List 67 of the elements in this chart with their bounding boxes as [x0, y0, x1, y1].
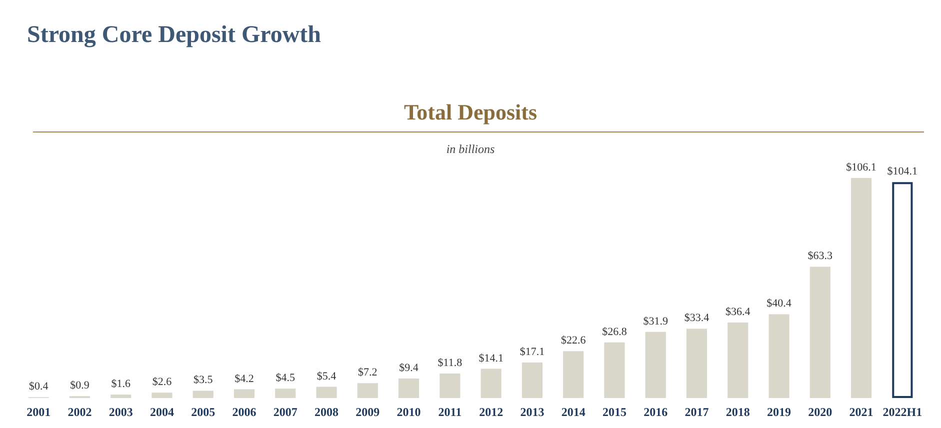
data-label: $5.4	[316, 370, 337, 382]
data-label: $7.2	[358, 366, 378, 379]
x-tick-label: 2003	[108, 405, 133, 419]
text: Strong Core Deposit Growth	[27, 22, 321, 48]
x-tick-label: 2012	[479, 405, 504, 419]
x-tick-label: 2009	[356, 405, 380, 419]
data-label: $33.4	[684, 312, 710, 324]
data-label: $22.6	[560, 334, 586, 347]
x-tick-label: 2016	[644, 405, 668, 419]
x-tick-label: 2010	[396, 405, 421, 419]
bar	[275, 388, 296, 398]
bar	[316, 386, 337, 398]
bar	[728, 322, 748, 398]
bar	[522, 362, 542, 398]
data-label: $14.1	[478, 352, 504, 364]
data-label: $4.5	[276, 372, 296, 384]
data-label: $9.4	[399, 362, 419, 374]
data-label: $40.4	[766, 298, 792, 310]
data-label: $17.1	[520, 346, 545, 358]
x-tick-label: 2002	[68, 405, 92, 419]
x-tick-label: 2013	[520, 405, 544, 419]
bar	[686, 328, 708, 398]
x-tick-label: 2018	[726, 405, 750, 419]
x-tick-label: 2004	[150, 405, 174, 419]
bar	[357, 383, 378, 398]
x-tick-label: 2007	[273, 405, 298, 419]
bar	[645, 332, 666, 398]
bar	[110, 394, 132, 398]
data-label: $2.6	[152, 376, 172, 388]
bar	[440, 374, 460, 398]
data-label: $36.4	[726, 306, 751, 318]
bar	[234, 389, 255, 398]
x-tick-label: 2001	[26, 405, 51, 419]
data-label: $11.8	[438, 357, 463, 370]
bar	[810, 266, 830, 398]
data-label: $104.1	[887, 166, 918, 178]
data-label: $0.4	[28, 380, 49, 393]
x-tick-label: 2015	[602, 405, 626, 419]
data-label: $26.8	[602, 326, 628, 338]
bar	[768, 314, 790, 398]
data-label: $106.1	[846, 162, 876, 174]
x-tick-label: 2022H1	[882, 405, 922, 419]
bar	[851, 178, 872, 398]
bar	[563, 351, 584, 398]
data-label: $3.5	[193, 374, 214, 386]
x-tick-label: 2014	[561, 405, 586, 419]
x-tick-label: 2017	[684, 405, 709, 419]
bar	[192, 390, 214, 398]
x-tick-label: 2005	[191, 405, 216, 419]
bar	[152, 392, 172, 398]
bar	[604, 342, 625, 398]
data-label: $63.3	[808, 250, 834, 262]
x-tick-label: 2021	[849, 405, 874, 419]
data-label: $31.9	[643, 315, 668, 328]
x-tick-label: 2019	[767, 405, 792, 419]
x-tick-label: 2011	[438, 405, 462, 419]
x-tick-label: 2006	[232, 405, 256, 419]
x-tick-label: 2020	[808, 405, 832, 419]
data-label: $1.6	[111, 378, 131, 390]
data-label: $4.2	[234, 372, 254, 385]
chart-title: Total Deposits	[404, 100, 538, 124]
x-tick-label: 2008	[314, 405, 339, 419]
bar	[398, 378, 420, 398]
bar	[480, 368, 502, 398]
chart-subtitle: in billions	[446, 142, 495, 156]
data-label: $0.9	[70, 380, 90, 392]
bar	[892, 182, 913, 398]
